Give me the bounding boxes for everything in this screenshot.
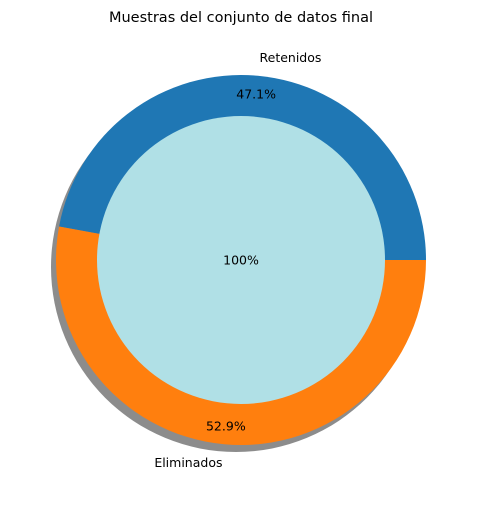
- slice-pct-retenidos: 47.1%: [236, 87, 276, 102]
- pie-labels: Retenidos 47.1% Eliminados 52.9%: [154, 50, 321, 470]
- inner-circle: [97, 116, 385, 404]
- slice-label-retenidos: Retenidos: [260, 50, 322, 65]
- inner-pct-label: 100%: [223, 253, 259, 268]
- chart-title: Muestras del conjunto de datos final: [109, 10, 373, 26]
- slice-pct-eliminados: 52.9%: [206, 418, 246, 433]
- slice-label-eliminados: Eliminados: [154, 455, 222, 470]
